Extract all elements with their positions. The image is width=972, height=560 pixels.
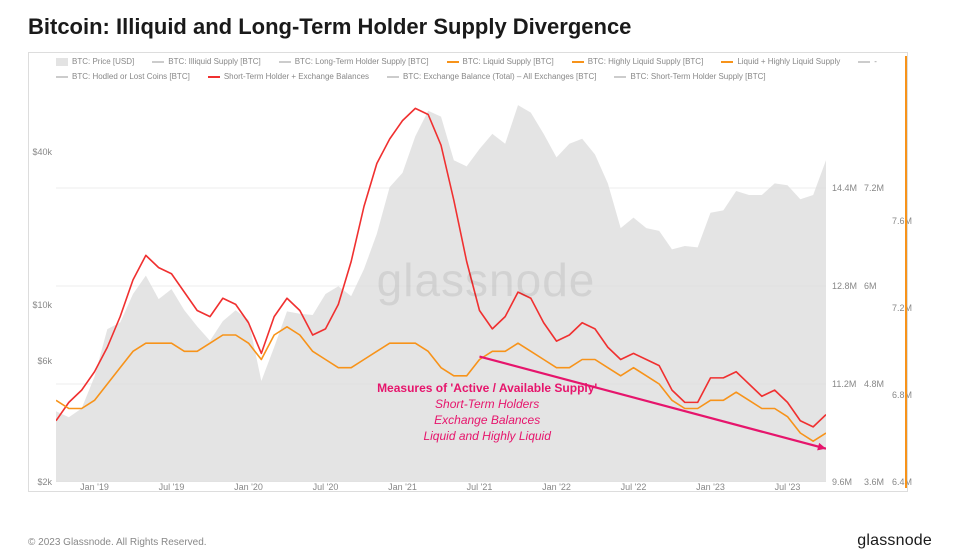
legend-item: BTC: Long-Term Holder Supply [BTC]	[279, 56, 429, 67]
x-axis: Jan '19Jul '19Jan '20Jul '20Jan '21Jul '…	[56, 482, 826, 496]
legend-item: BTC: Highly Liquid Supply [BTC]	[572, 56, 704, 67]
footer-brand: glassnode	[857, 532, 932, 550]
y-axis-left: $2k$6k$10k$40k	[28, 90, 54, 482]
y-axis-right-1: 9.6M11.2M12.8M14.4M	[830, 90, 858, 482]
y-axis-right-2: 3.6M4.8M6M7.2M	[862, 90, 886, 482]
legend-item: BTC: Hodled or Lost Coins [BTC]	[56, 71, 190, 82]
legend-item: BTC: Price [USD]	[56, 56, 134, 67]
legend-item: -	[858, 56, 877, 67]
right-axis-accent-bar	[905, 56, 907, 488]
chart-legend: BTC: Price [USD] BTC: Illiquid Supply [BT…	[56, 56, 892, 82]
chart-title: Bitcoin: Illiquid and Long-Term Holder S…	[28, 14, 631, 40]
legend-item: Short-Term Holder + Exchange Balances	[208, 71, 369, 82]
annotation-text: Measures of 'Active / Available Supply'S…	[357, 380, 617, 445]
legend-item: BTC: Short-Term Holder Supply [BTC]	[614, 71, 765, 82]
legend-item: BTC: Illiquid Supply [BTC]	[152, 56, 260, 67]
legend-item: Liquid + Highly Liquid Supply	[721, 56, 840, 67]
y-axis-right-3: 6.4M6.8M7.2M7.6M	[890, 90, 914, 482]
legend-item: BTC: Exchange Balance (Total) – All Exch…	[387, 71, 596, 82]
footer-copyright: © 2023 Glassnode. All Rights Reserved.	[28, 537, 207, 548]
legend-item: BTC: Liquid Supply [BTC]	[447, 56, 554, 67]
